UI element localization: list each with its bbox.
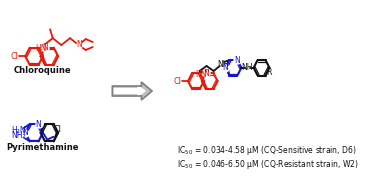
FancyArrow shape [112,82,152,100]
Text: N: N [77,39,82,49]
Text: N: N [22,128,28,137]
Text: NH: NH [218,60,229,68]
Text: IC$_{50}$ = 0.034-4.58 μM (CQ-Sensitive strain, D6): IC$_{50}$ = 0.034-4.58 μM (CQ-Sensitive … [177,144,356,157]
FancyArrow shape [114,86,145,96]
Text: H₂N: H₂N [11,126,26,135]
Text: N: N [203,69,209,78]
Text: n: n [204,68,209,74]
Text: N: N [223,63,228,72]
Text: N: N [36,120,41,129]
Text: Pyrimethamine: Pyrimethamine [6,143,78,152]
Text: HN: HN [35,45,46,54]
Text: Cl: Cl [174,77,181,86]
Text: N: N [42,43,48,52]
Text: Chloroquine: Chloroquine [13,66,71,75]
Text: NH: NH [242,63,253,72]
Text: R: R [266,68,272,77]
Text: NH₂: NH₂ [11,131,26,140]
Text: Cl: Cl [11,52,19,61]
Text: IC$_{50}$ = 0.046-6.50 μM (CQ-Resistant strain, W2): IC$_{50}$ = 0.046-6.50 μM (CQ-Resistant … [177,158,359,171]
Text: Cl: Cl [53,125,61,134]
Text: N: N [234,55,240,64]
Text: HN: HN [195,70,207,80]
